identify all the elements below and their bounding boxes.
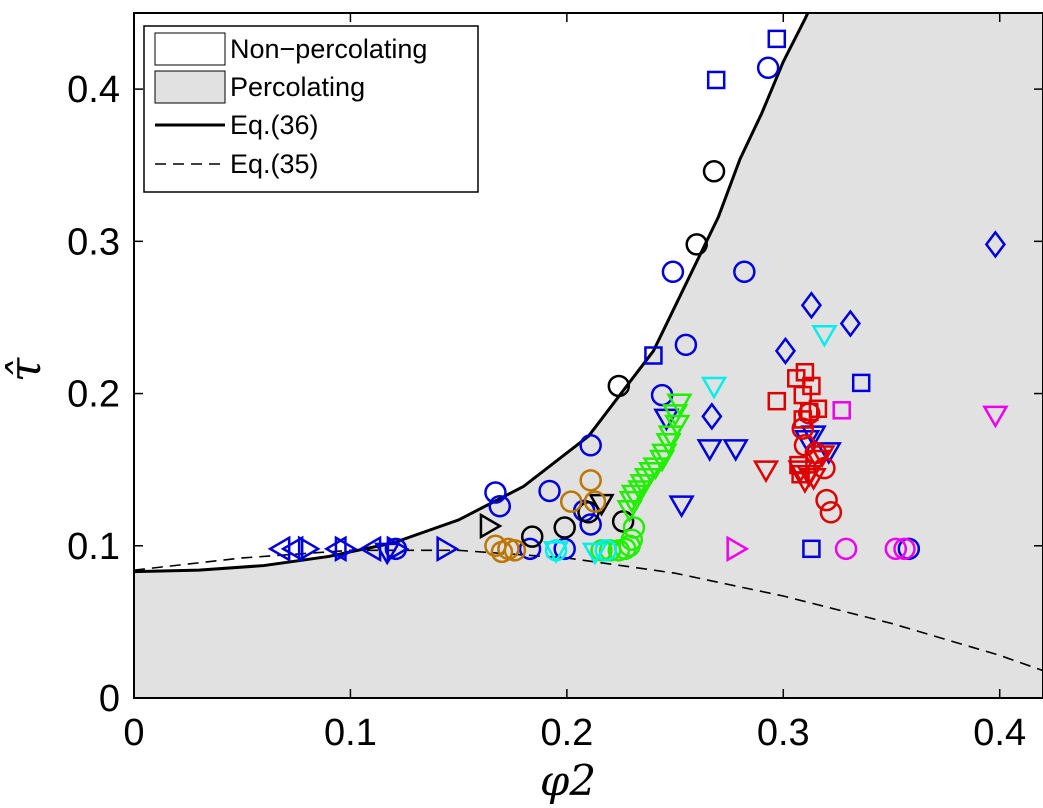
legend-label-eq35: Eq.(35) bbox=[230, 149, 319, 179]
marker-red-triangle-down bbox=[800, 468, 827, 491]
marker-blue-square bbox=[767, 29, 787, 49]
x-tick-label: 0.2 bbox=[540, 712, 593, 754]
marker-blue-circle bbox=[538, 479, 561, 503]
marker-magenta-circle bbox=[884, 537, 908, 561]
marker-cyan-circle bbox=[594, 539, 618, 562]
marker-brown-circle bbox=[579, 469, 602, 492]
marker-blue-triangle-down bbox=[668, 495, 695, 519]
y-axis-label: τ̂ bbox=[0, 357, 51, 382]
marker-cyan-triangle-down bbox=[811, 324, 838, 348]
marker-magenta-circle bbox=[893, 537, 916, 561]
marker-black-circle bbox=[702, 160, 726, 183]
marker-cyan-triangle-down bbox=[581, 542, 609, 566]
legend-label-percolating: Percolating bbox=[230, 72, 365, 102]
marker-green-triangle-down bbox=[657, 425, 684, 449]
marker-cyan-triangle-down bbox=[542, 541, 570, 564]
marker-blue-circle bbox=[733, 260, 756, 284]
marker-red-square bbox=[767, 391, 787, 411]
marker-blue-square bbox=[706, 70, 726, 90]
percolating-region bbox=[134, 13, 1043, 698]
marker-magenta-circle bbox=[834, 537, 858, 561]
marker-black-circle bbox=[520, 525, 544, 548]
legend: Non−percolating Percolating Eq.(36) Eq.(… bbox=[143, 25, 479, 193]
plot-frame bbox=[133, 12, 1043, 699]
marker-red-square bbox=[793, 410, 813, 429]
marker-blue-diamond bbox=[774, 336, 797, 366]
x-tick-label: 0.4 bbox=[973, 712, 1026, 754]
marker-brown-circle bbox=[490, 540, 514, 564]
marker-blue-diamond bbox=[701, 402, 723, 431]
marker-blue-triangle-left bbox=[280, 535, 304, 562]
marker-red-triangle-down bbox=[752, 460, 780, 484]
plot-area: 0 0.1 0.2 0.3 0.4 0 0.1 0.2 0.3 0.4 bbox=[67, 12, 1043, 754]
marker-red-circle bbox=[798, 402, 821, 425]
marker-blue-circle bbox=[674, 333, 698, 357]
marker-red-triangle-down bbox=[809, 445, 836, 468]
marker-red-circle bbox=[815, 488, 838, 512]
data-markers bbox=[267, 29, 1009, 566]
marker-red-circle bbox=[819, 501, 843, 524]
marker-black-triangle-right bbox=[479, 512, 503, 540]
legend-label-non-percolating: Non−percolating bbox=[230, 34, 427, 64]
marker-magenta-triangle-down bbox=[982, 405, 1009, 429]
marker-blue-triangle-down bbox=[696, 439, 723, 462]
y-tick-label: 0.2 bbox=[67, 374, 120, 416]
marker-black-circle bbox=[685, 233, 708, 256]
marker-blue-diamond bbox=[984, 230, 1006, 259]
marker-brown-circle bbox=[559, 490, 583, 513]
marker-green-circle bbox=[607, 539, 631, 562]
marker-blue-circle bbox=[484, 481, 507, 504]
marker-blue-circle bbox=[488, 494, 512, 518]
marker-blue-triangle-right bbox=[297, 535, 321, 562]
marker-blue-circle bbox=[553, 537, 576, 561]
marker-blue-square bbox=[644, 346, 663, 365]
legend-swatch-percolating bbox=[154, 70, 226, 104]
marker-blue-triangle-down bbox=[722, 439, 749, 462]
marker-red-triangle-down bbox=[804, 449, 832, 473]
marker-blue-triangle-right bbox=[436, 535, 460, 562]
marker-blue-triangle-down bbox=[815, 442, 842, 465]
marker-red-circle bbox=[791, 417, 815, 440]
y-tick-label: 0.3 bbox=[67, 221, 120, 263]
marker-blue-circle bbox=[661, 260, 685, 284]
marker-magenta-square bbox=[832, 401, 851, 420]
marker-blue-diamond bbox=[839, 309, 861, 338]
marker-magenta-triangle-right bbox=[726, 535, 750, 562]
y-tick-label: 0 bbox=[99, 678, 120, 720]
marker-cyan-circle bbox=[544, 539, 568, 562]
x-tick-label: 0.3 bbox=[757, 712, 810, 754]
y-tick-label: 0.4 bbox=[67, 69, 120, 111]
curve-eq35 bbox=[134, 549, 1043, 672]
marker-black-circle bbox=[607, 374, 631, 398]
y-tick-label: 0.1 bbox=[67, 526, 120, 568]
x-axis-label: φ2 bbox=[540, 756, 596, 805]
marker-blue-circle bbox=[518, 537, 542, 561]
marker-blue-circle bbox=[579, 513, 602, 536]
marker-blue-triangle-down bbox=[374, 542, 401, 566]
marker-blue-diamond bbox=[800, 291, 822, 320]
marker-red-triangle-down bbox=[791, 471, 819, 494]
marker-brown-circle bbox=[583, 490, 607, 513]
x-tick-label: 0.1 bbox=[324, 712, 377, 754]
legend-swatch-non-percolating bbox=[154, 32, 226, 66]
marker-blue-square bbox=[851, 373, 871, 393]
marker-cyan-triangle-down bbox=[700, 376, 728, 400]
x-tick-label: 0 bbox=[123, 712, 144, 754]
marker-blue-square bbox=[802, 539, 821, 559]
legend-label-eq36: Eq.(36) bbox=[230, 110, 319, 140]
marker-green-triangle-down bbox=[616, 499, 643, 523]
marker-blue-triangle-right bbox=[334, 535, 358, 562]
axis-ticks: 0 0.1 0.2 0.3 0.4 0 0.1 0.2 0.3 0.4 bbox=[67, 13, 1043, 754]
marker-blue-circle bbox=[756, 56, 780, 80]
marker-blue-triangle-left bbox=[267, 535, 291, 562]
marker-blue-circle bbox=[579, 434, 602, 457]
marker-brown-circle bbox=[503, 539, 527, 562]
marker-green-triangle-down bbox=[648, 449, 676, 473]
marker-black-circle bbox=[553, 516, 576, 539]
